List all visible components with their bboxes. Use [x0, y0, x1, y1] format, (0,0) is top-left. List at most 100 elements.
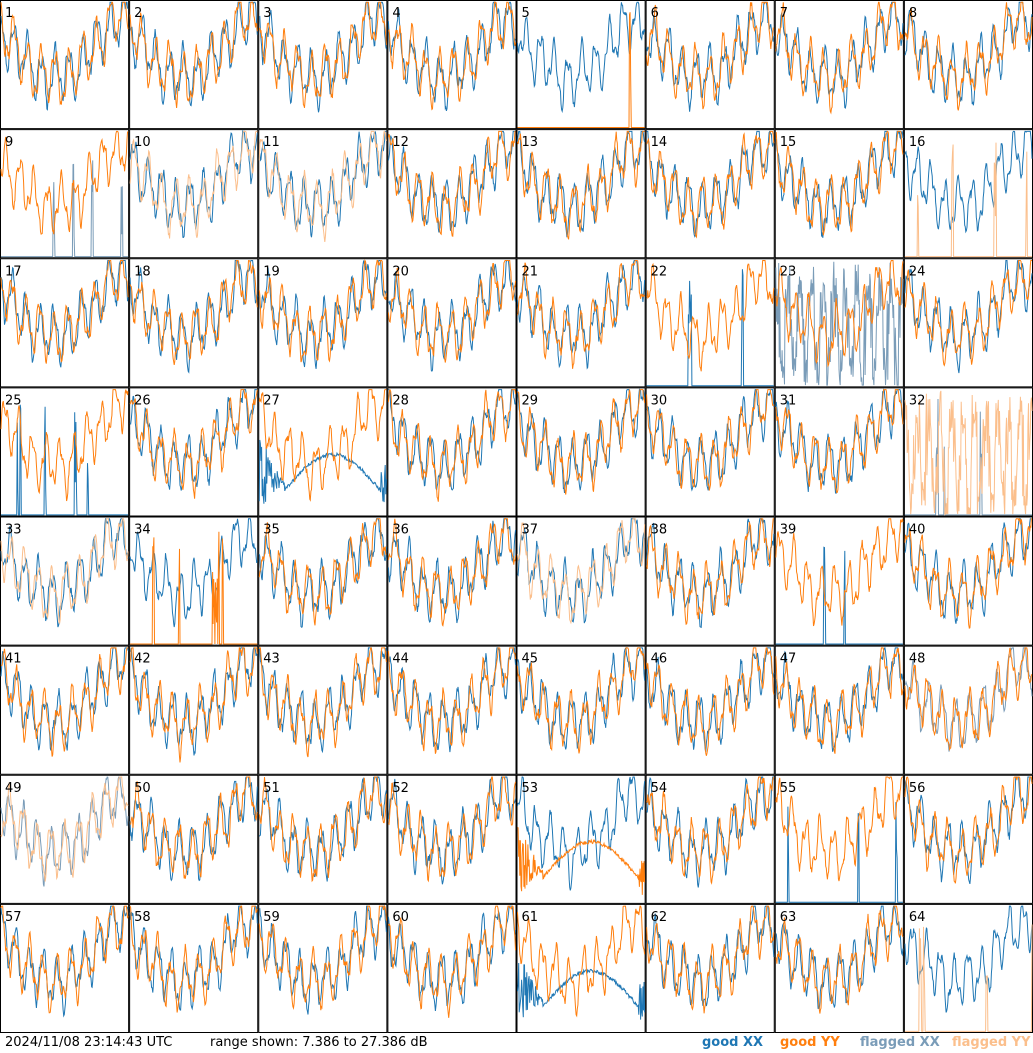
panel-60: 60 — [387, 903, 517, 1033]
panel-12: 12 — [387, 129, 517, 259]
panel-label: 57 — [5, 910, 22, 925]
series-xx-line — [775, 802, 903, 903]
series-yy-line — [904, 517, 1032, 629]
panel-13: 13 — [516, 129, 646, 259]
series-xx-line — [775, 1, 904, 109]
panel-label: 10 — [134, 135, 151, 150]
panel-frame — [0, 387, 130, 517]
panel-label: 59 — [263, 910, 280, 925]
series-xx-line — [0, 647, 129, 751]
legend-good-yy: good YY — [780, 1035, 840, 1050]
panel-41: 41 — [0, 645, 130, 775]
panel-53: 53 — [516, 774, 646, 904]
series-yy-line — [646, 518, 774, 626]
series-yy-line — [775, 518, 904, 627]
panel-25: 25 — [0, 387, 130, 517]
panel-57: 57 — [0, 903, 130, 1033]
series-yy-line — [0, 1, 129, 106]
panel-label: 51 — [263, 781, 280, 796]
series-yy-line — [517, 260, 645, 369]
panel-label: 36 — [392, 523, 409, 538]
series-yy-line — [904, 142, 1032, 258]
series-yy-line — [388, 776, 516, 883]
panel-18: 18 — [129, 258, 259, 388]
panel-label: 28 — [392, 393, 409, 408]
panel-44: 44 — [387, 645, 517, 775]
series-xx-line — [259, 1, 387, 113]
series-yy-line — [129, 647, 258, 763]
panel-label: 11 — [263, 135, 280, 150]
panel-label: 63 — [780, 910, 797, 925]
panel-48: 48 — [903, 645, 1033, 775]
panel-label: 12 — [392, 135, 409, 150]
panel-label: 37 — [522, 523, 539, 538]
panel-frame — [0, 129, 130, 259]
series-yy-line — [129, 259, 258, 365]
panel-frame — [645, 0, 775, 130]
panel-label: 21 — [522, 264, 539, 279]
panel-frame — [258, 258, 388, 388]
series-xx-line — [517, 1, 646, 114]
panel-47: 47 — [774, 645, 904, 775]
panel-label: 47 — [780, 652, 797, 667]
panel-frame — [903, 774, 1033, 904]
panel-20: 20 — [387, 258, 517, 388]
series-xx-line — [517, 260, 646, 370]
panel-1: 1 — [0, 0, 130, 130]
panel-43: 43 — [258, 645, 388, 775]
series-yy-line — [0, 776, 129, 882]
series-yy-line — [0, 905, 129, 1014]
series-yy-line — [0, 130, 129, 235]
series-yy-line — [387, 647, 516, 754]
panel-21: 21 — [516, 258, 646, 388]
series-yy-line — [130, 776, 258, 879]
series-yy-line — [517, 826, 646, 895]
panel-label: 5 — [522, 6, 530, 21]
series-yy-line — [387, 905, 516, 1018]
panel-4: 4 — [387, 0, 517, 130]
series-yy-line — [775, 905, 904, 1014]
panel-label: 44 — [392, 652, 409, 667]
series-yy-line — [258, 518, 387, 626]
series-yy-line — [517, 389, 646, 495]
panel-label: 64 — [909, 910, 926, 925]
legend-good-xx: good XX — [702, 1035, 764, 1050]
series-yy-line — [775, 260, 904, 368]
panel-31: 31 — [774, 387, 904, 517]
series-yy-line — [517, 130, 645, 240]
series-xx-line — [775, 546, 903, 645]
panel-7: 7 — [774, 0, 904, 130]
panel-63: 63 — [774, 903, 904, 1033]
legend-flagged-xx: flagged XX — [860, 1035, 940, 1050]
panel-52: 52 — [387, 774, 517, 904]
series-yy-line — [646, 776, 775, 885]
series-xx-line — [646, 389, 775, 492]
panel-label: 55 — [780, 781, 797, 796]
panel-58: 58 — [129, 903, 259, 1033]
panel-frame — [516, 129, 646, 259]
panel-38: 38 — [645, 516, 775, 646]
panel-label: 42 — [134, 652, 151, 667]
series-xx-line — [904, 518, 1032, 624]
series-yy-line — [775, 647, 904, 754]
series-xx-line — [387, 518, 516, 624]
panel-label: 45 — [522, 652, 539, 667]
panel-label: 48 — [909, 652, 926, 667]
panel-label: 27 — [263, 393, 280, 408]
panel-label: 18 — [134, 264, 151, 279]
panel-56: 56 — [903, 774, 1033, 904]
panel-35: 35 — [258, 516, 388, 646]
series-yy-line — [517, 518, 646, 625]
panel-3: 3 — [258, 0, 388, 130]
panel-frame — [516, 774, 646, 904]
series-yy-line — [0, 646, 129, 757]
series-xx-line — [517, 518, 646, 624]
series-yy-line — [130, 531, 258, 645]
panel-label: 41 — [5, 652, 22, 667]
series-yy-line — [387, 388, 516, 502]
timestamp-label: 2024/11/08 23:14:43 UTC — [5, 1035, 173, 1050]
panel-label: 16 — [909, 135, 926, 150]
series-xx-line — [258, 439, 387, 504]
panel-label: 23 — [780, 264, 797, 279]
